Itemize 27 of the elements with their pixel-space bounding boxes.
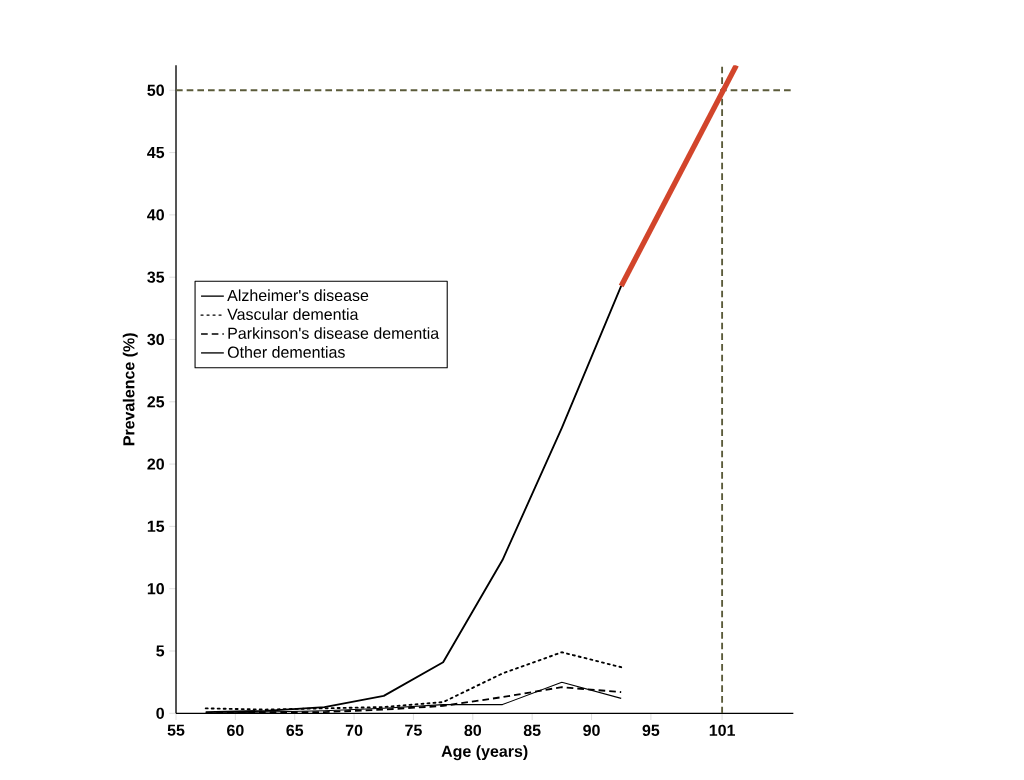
y-tick-label: 10 xyxy=(147,583,164,595)
y-tick-label: 45 xyxy=(147,146,165,159)
y-tick-label: 15 xyxy=(147,520,165,532)
y-tick-label: 40 xyxy=(147,209,164,221)
y-tick-label: 0 xyxy=(156,707,164,719)
y-tick-label: 50 xyxy=(147,84,164,96)
y-tick-label: 35 xyxy=(147,271,165,283)
x-tick-label: 80 xyxy=(464,724,482,737)
x-tick-label: 65 xyxy=(286,724,304,737)
x-tick-label: 95 xyxy=(642,724,660,737)
legend-label: Other dementias xyxy=(227,346,345,358)
x-axis-title: Age (years) xyxy=(441,745,528,761)
x-tick-label: 101 xyxy=(709,724,735,737)
y-tick-label: 20 xyxy=(147,458,164,470)
y-tick-label: 5 xyxy=(156,645,165,657)
x-tick-label: 85 xyxy=(523,724,541,737)
x-tick-label: 90 xyxy=(583,724,600,737)
y-tick-label: 30 xyxy=(147,333,164,346)
x-tick-label: 55 xyxy=(167,724,185,736)
x-tick-label: 60 xyxy=(227,724,244,737)
x-tick-label: 70 xyxy=(345,724,363,737)
y-axis-title: Prevalence (%) xyxy=(122,333,138,446)
legend-label: Parkinson's disease dementia xyxy=(228,327,440,339)
legend-label: Vascular dementia xyxy=(227,308,359,320)
legend-label: Alzheimer's disease xyxy=(227,289,369,302)
y-tick-label: 25 xyxy=(147,396,165,408)
x-tick-label: 75 xyxy=(405,724,422,736)
